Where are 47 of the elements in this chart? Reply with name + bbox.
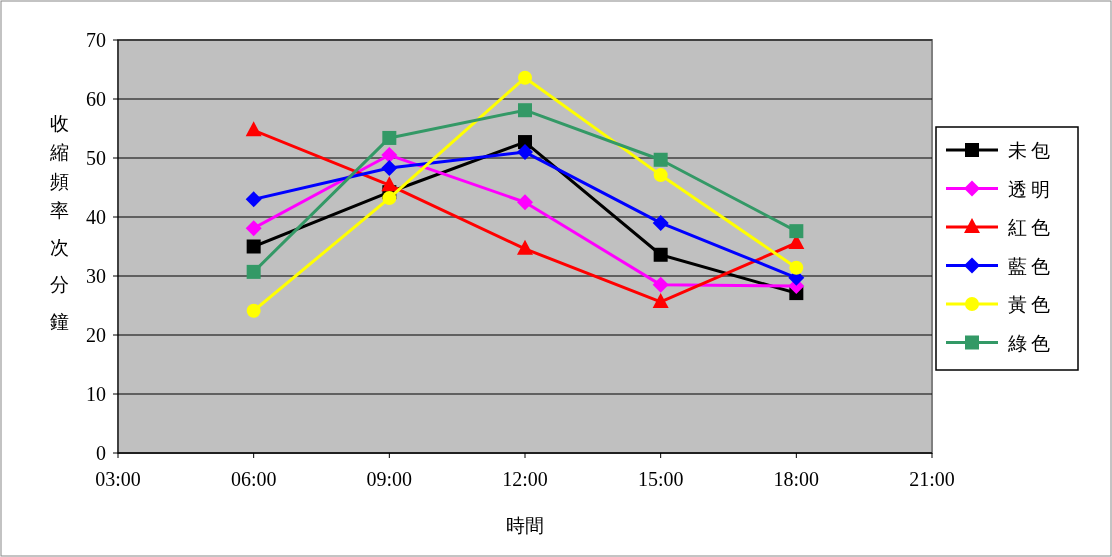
y-tick-label: 10 xyxy=(86,383,106,405)
y-tick-label: 0 xyxy=(96,442,106,464)
point xyxy=(653,152,668,167)
point xyxy=(246,303,261,318)
y-tick-label: 40 xyxy=(86,206,106,228)
y-tick-label: 60 xyxy=(86,88,106,110)
x-tick-label: 09:00 xyxy=(366,468,413,490)
point xyxy=(517,144,533,161)
point xyxy=(245,220,262,237)
legend-label: 透明 xyxy=(1008,178,1054,200)
point xyxy=(517,194,533,211)
point xyxy=(382,130,397,145)
x-tick-label: 15:00 xyxy=(637,468,684,490)
y-axis-title: 收縮頻率次分鐘 xyxy=(48,113,69,332)
legend-label: 紅色 xyxy=(1008,217,1054,238)
legend-label: 綠色 xyxy=(1007,332,1054,354)
x-tick-label: 06:00 xyxy=(230,468,277,490)
point xyxy=(652,276,669,293)
point xyxy=(653,168,668,183)
x-tick-label: 18:00 xyxy=(773,468,820,490)
point xyxy=(381,147,398,164)
point xyxy=(518,70,532,85)
legend-label: 黃色 xyxy=(1008,294,1054,315)
point xyxy=(381,176,398,192)
x-tick-label: 21:00 xyxy=(909,468,955,490)
point xyxy=(789,224,804,239)
point xyxy=(653,247,668,262)
x-axis-title: 時間 xyxy=(506,515,544,536)
x-tick-label: 03:00 xyxy=(95,468,141,490)
point xyxy=(246,264,261,279)
point xyxy=(517,239,533,255)
point xyxy=(245,121,262,137)
point xyxy=(652,292,669,308)
x-tick-label: 12:00 xyxy=(502,468,548,490)
y-tick-label: 20 xyxy=(86,324,106,346)
point xyxy=(245,191,262,208)
point xyxy=(789,260,804,275)
point xyxy=(518,103,532,118)
point xyxy=(652,214,669,231)
y-tick-label: 30 xyxy=(86,265,106,287)
point xyxy=(246,239,261,254)
y-tick-label: 50 xyxy=(86,147,106,169)
point xyxy=(382,191,397,206)
legend-label: 藍色 xyxy=(1008,255,1054,277)
y-tick-label: 70 xyxy=(86,29,106,51)
legend-label: 未包 xyxy=(1008,140,1054,161)
point xyxy=(381,160,398,177)
